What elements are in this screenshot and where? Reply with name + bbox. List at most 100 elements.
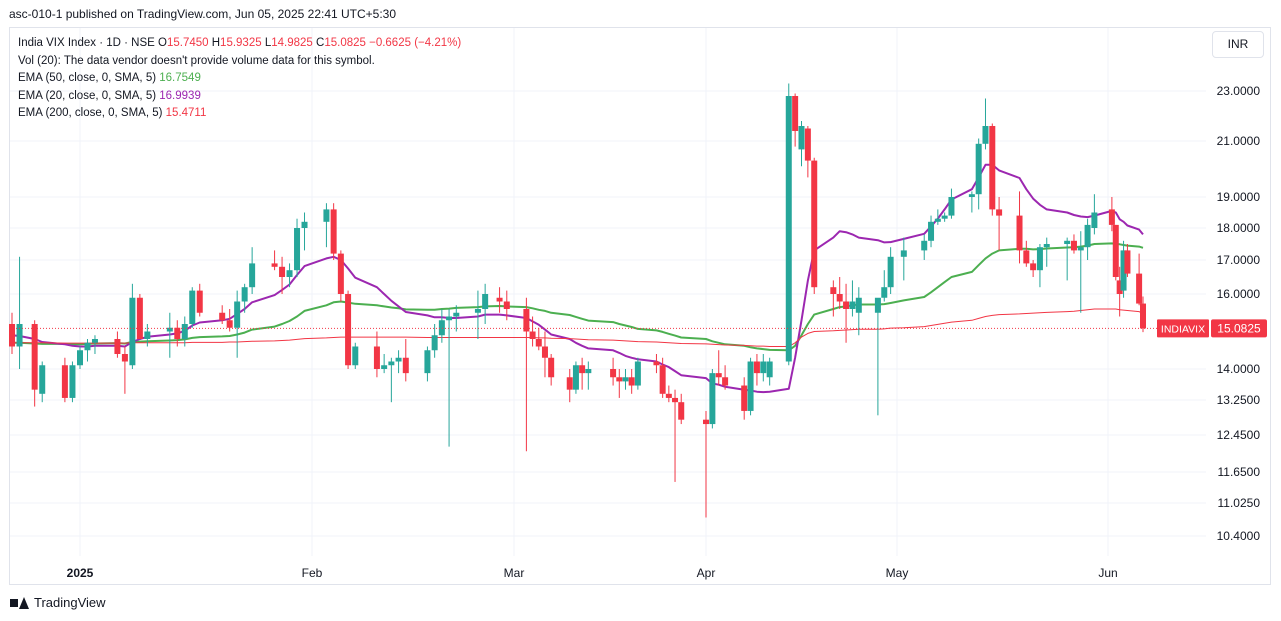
candle[interactable] (84, 339, 91, 362)
candle[interactable] (996, 197, 1003, 251)
candle[interactable] (1140, 296, 1146, 333)
candle[interactable] (1064, 237, 1071, 281)
candle[interactable] (634, 357, 641, 390)
candle[interactable] (189, 287, 196, 328)
candle[interactable] (836, 277, 843, 309)
candle[interactable] (453, 305, 460, 332)
candle[interactable] (39, 361, 46, 403)
candle[interactable] (219, 305, 226, 324)
candle[interactable] (672, 389, 679, 482)
candle[interactable] (271, 250, 278, 271)
candle[interactable] (352, 342, 359, 369)
candle[interactable] (136, 294, 143, 339)
candle[interactable] (665, 385, 672, 403)
candle[interactable] (181, 316, 188, 347)
currency-button[interactable]: INR (1212, 31, 1264, 58)
candle[interactable] (968, 191, 975, 213)
legend-volume-row[interactable]: Vol (20): The data vendor doesn't provid… (18, 54, 375, 67)
candle[interactable] (715, 350, 722, 386)
candle[interactable] (373, 331, 380, 378)
candle[interactable] (69, 361, 76, 403)
candle[interactable] (855, 287, 862, 336)
candle[interactable] (1016, 191, 1023, 264)
candle[interactable] (928, 215, 935, 248)
candle[interactable] (279, 256, 286, 294)
candle[interactable] (798, 121, 805, 167)
candle[interactable] (948, 188, 955, 219)
candle[interactable] (982, 98, 989, 150)
candle[interactable] (323, 203, 330, 248)
candle[interactable] (572, 361, 579, 394)
candle[interactable] (1023, 240, 1030, 267)
candle[interactable] (709, 369, 716, 429)
candle[interactable] (395, 350, 402, 374)
candle[interactable] (703, 410, 709, 518)
candle[interactable] (1084, 218, 1091, 260)
candle[interactable] (1116, 266, 1123, 317)
candle[interactable] (989, 123, 996, 216)
candle[interactable] (766, 357, 773, 386)
candle[interactable] (1030, 260, 1037, 277)
candle[interactable] (921, 234, 928, 260)
candle[interactable] (741, 377, 748, 420)
candle[interactable] (579, 357, 586, 390)
candle[interactable] (1120, 240, 1127, 298)
candle[interactable] (196, 283, 203, 317)
tradingview-footer[interactable]: TradingView (10, 595, 106, 610)
candle[interactable] (523, 297, 530, 452)
candle[interactable] (548, 354, 555, 386)
candle[interactable] (286, 263, 293, 288)
candle[interactable] (388, 357, 395, 403)
candle[interactable] (653, 354, 660, 374)
candle[interactable] (234, 290, 241, 358)
candle[interactable] (747, 357, 754, 416)
candle[interactable] (31, 320, 38, 407)
candle[interactable] (678, 393, 685, 425)
candle[interactable] (330, 203, 337, 260)
candle[interactable] (881, 270, 888, 302)
candle[interactable] (785, 83, 792, 366)
candle[interactable] (753, 354, 760, 386)
candle[interactable] (424, 346, 431, 382)
candle[interactable] (431, 324, 438, 358)
candle[interactable] (1124, 244, 1131, 277)
candle[interactable] (566, 369, 573, 403)
legend-ema50-row[interactable]: EMA (50, close, 0, SMA, 5) 16.7549 (18, 70, 461, 88)
candle[interactable] (121, 346, 128, 394)
candle[interactable] (482, 283, 489, 324)
candle[interactable] (887, 247, 894, 294)
candle[interactable] (77, 346, 83, 370)
candle[interactable] (760, 354, 767, 382)
candle[interactable] (1043, 237, 1050, 267)
candle[interactable] (610, 357, 617, 386)
candle[interactable] (226, 309, 233, 332)
candle[interactable] (622, 369, 629, 390)
candle[interactable] (61, 357, 68, 403)
candle[interactable] (811, 157, 818, 294)
candle[interactable] (722, 365, 729, 390)
candle[interactable] (529, 316, 536, 347)
candle[interactable] (241, 283, 248, 313)
candle[interactable] (1108, 197, 1115, 232)
candle[interactable] (900, 237, 907, 281)
candle[interactable] (144, 324, 151, 347)
candle[interactable] (91, 335, 98, 354)
candle[interactable] (503, 290, 510, 321)
candle[interactable] (301, 212, 308, 251)
candle[interactable] (1036, 244, 1043, 288)
candle[interactable] (174, 320, 181, 347)
candle[interactable] (659, 357, 666, 398)
candle[interactable] (792, 93, 799, 147)
candle[interactable] (628, 369, 635, 394)
candle[interactable] (934, 209, 941, 225)
candle[interactable] (402, 339, 409, 382)
candle[interactable] (585, 361, 592, 390)
candle[interactable] (616, 369, 623, 398)
candle[interactable] (541, 331, 548, 378)
candle[interactable] (496, 287, 503, 313)
candle[interactable] (941, 212, 948, 222)
symbol-label[interactable]: India VIX Index · 1D · NSE (18, 37, 155, 49)
candle[interactable] (474, 290, 481, 339)
candle[interactable] (874, 297, 881, 416)
